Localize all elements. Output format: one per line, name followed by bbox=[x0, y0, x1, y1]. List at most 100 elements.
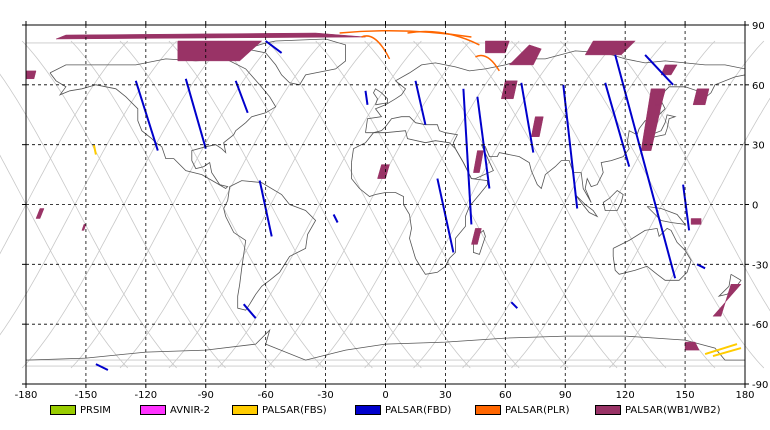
coastlines bbox=[25, 38, 746, 361]
palsar-fbd-footprint bbox=[510, 301, 519, 309]
palsar-wb-footprint bbox=[81, 224, 87, 231]
palsar-fbd-footprint bbox=[134, 80, 159, 151]
x-tick-label: -90 bbox=[198, 390, 214, 400]
x-tick-label: 180 bbox=[735, 390, 754, 400]
palsar-wb-footprint bbox=[485, 40, 510, 54]
coastline bbox=[373, 88, 388, 106]
palsar-wb-footprint bbox=[25, 70, 37, 80]
x-tick-label: -180 bbox=[15, 390, 38, 400]
legend-item-palsar-wb: PALSAR(WB1/WB2) bbox=[595, 402, 721, 418]
palsar-fbs-footprint bbox=[712, 347, 742, 358]
coastline bbox=[612, 227, 692, 281]
palsar-fbd-footprint bbox=[364, 90, 369, 105]
palsar-fbs-footprint bbox=[704, 343, 738, 356]
palsar-fbd-footprint bbox=[332, 214, 339, 223]
palsar-fbd-footprint bbox=[414, 80, 427, 125]
palsar-fbd-footprint bbox=[682, 184, 691, 231]
coastline bbox=[49, 58, 277, 189]
y-tick-label: -60 bbox=[752, 320, 768, 331]
orbit-track bbox=[168, 40, 373, 369]
axis-ticks: -180 -150 -120 -90 -60 -30 0 30 60 90 120 150 180 90 6… bbox=[15, 21, 768, 400]
coastline bbox=[223, 180, 317, 311]
y-tick-label: 90 bbox=[752, 21, 765, 32]
y-tick-label: -30 bbox=[752, 260, 768, 271]
palsar-fbs-footprint bbox=[92, 144, 97, 155]
x-tick-label: 30 bbox=[439, 390, 452, 400]
palsar-plr-footprint bbox=[361, 35, 391, 60]
palsar-wb-footprint bbox=[35, 208, 45, 219]
legend-swatch-palsar-fbd bbox=[355, 405, 381, 415]
x-tick-label: 90 bbox=[559, 390, 572, 400]
map-area bbox=[26, 25, 745, 384]
x-tick-label: 0 bbox=[382, 390, 388, 400]
map-plot: -180 -150 -120 -90 -60 -30 0 30 60 90 120 150 180 90 6… bbox=[0, 21, 770, 400]
coastline bbox=[717, 273, 742, 297]
y-tick-label: 0 bbox=[752, 201, 758, 212]
legend-label-avnir2: AVNIR-2 bbox=[170, 404, 210, 416]
legend-swatch-palsar-plr bbox=[475, 405, 501, 415]
palsar-plr-footprint bbox=[407, 30, 480, 46]
legend-item-avnir2: AVNIR-2 bbox=[140, 402, 210, 418]
y-tick-label: 30 bbox=[752, 141, 765, 152]
coastline bbox=[602, 189, 624, 211]
y-tick-label: 60 bbox=[752, 81, 765, 92]
legend-label-palsar-plr: PALSAR(PLR) bbox=[505, 404, 570, 416]
palsar-fbd-footprint bbox=[436, 178, 455, 253]
palsar-fbd-footprint bbox=[242, 303, 257, 319]
palsar-wb-footprint bbox=[654, 90, 666, 106]
palsar-wb-footprint bbox=[377, 164, 390, 179]
x-tick-label: -30 bbox=[317, 390, 333, 400]
palsar-wb-footprint bbox=[660, 64, 678, 76]
x-tick-label: 120 bbox=[616, 390, 635, 400]
palsar-fbd-footprint bbox=[644, 54, 674, 86]
legend-label-palsar-fbd: PALSAR(FBD) bbox=[385, 404, 452, 416]
orbit-track bbox=[511, 40, 716, 369]
y-tick-label: -90 bbox=[752, 380, 768, 391]
palsar-wb-footprint bbox=[530, 116, 544, 137]
palsar-fbd-footprint bbox=[476, 96, 491, 189]
legend-label-palsar-wb: PALSAR(WB1/WB2) bbox=[625, 404, 721, 416]
x-tick-label: 150 bbox=[676, 390, 695, 400]
palsar-plr-footprint bbox=[475, 54, 500, 72]
palsar-wb-footprint bbox=[471, 228, 482, 245]
legend-item-prism: PRSIM bbox=[50, 402, 111, 418]
palsar-fbd-footprint bbox=[265, 40, 283, 54]
legend-swatch-prism bbox=[50, 405, 76, 415]
legend: PRSIM AVNIR-2 PALSAR(FBS) PALSAR(FBD) PA… bbox=[0, 400, 770, 420]
palsar-fbd-footprint bbox=[234, 80, 249, 114]
palsar-fbd-footprint bbox=[696, 263, 706, 270]
coastline bbox=[473, 229, 486, 255]
x-tick-label: 60 bbox=[499, 390, 512, 400]
orbit-track bbox=[119, 40, 324, 369]
palsar-fbd-footprint bbox=[184, 78, 207, 149]
palsar-plr-footprint bbox=[339, 30, 472, 38]
legend-swatch-palsar-wb bbox=[595, 405, 621, 415]
orbit-track bbox=[413, 40, 618, 369]
palsar-wb-footprint bbox=[177, 40, 263, 62]
legend-label-prism: PRSIM bbox=[80, 404, 111, 416]
palsar-wb-footprint bbox=[584, 40, 636, 56]
palsar-wb-footprint bbox=[55, 32, 366, 40]
palsar-fbd-footprint bbox=[520, 82, 535, 153]
x-tick-label: -120 bbox=[134, 390, 157, 400]
palsar-wb-footprint bbox=[712, 284, 742, 317]
x-tick-label: -150 bbox=[75, 390, 98, 400]
palsar-fbd-footprint bbox=[258, 180, 273, 237]
palsar-fbd-footprint bbox=[462, 88, 473, 225]
legend-item-palsar-plr: PALSAR(PLR) bbox=[475, 402, 569, 418]
coastline bbox=[351, 130, 488, 275]
coastline bbox=[365, 50, 746, 203]
legend-item-palsar-fbd: PALSAR(FBD) bbox=[355, 402, 451, 418]
palsar-wb-footprint bbox=[690, 218, 702, 225]
legend-item-palsar-fbs: PALSAR(FBS) bbox=[232, 402, 327, 418]
legend-swatch-palsar-fbs bbox=[232, 405, 258, 415]
orbit-track bbox=[217, 40, 422, 369]
palsar-wb-footprint bbox=[508, 44, 542, 66]
coastline bbox=[25, 328, 745, 361]
legend-swatch-avnir2 bbox=[140, 405, 166, 415]
palsar-fbd-footprint bbox=[95, 363, 109, 371]
palsar-wb-footprint bbox=[692, 88, 710, 106]
palsar-wb-footprint bbox=[473, 150, 484, 173]
x-tick-label: -60 bbox=[257, 390, 273, 400]
legend-label-palsar-fbs: PALSAR(FBS) bbox=[262, 404, 327, 416]
